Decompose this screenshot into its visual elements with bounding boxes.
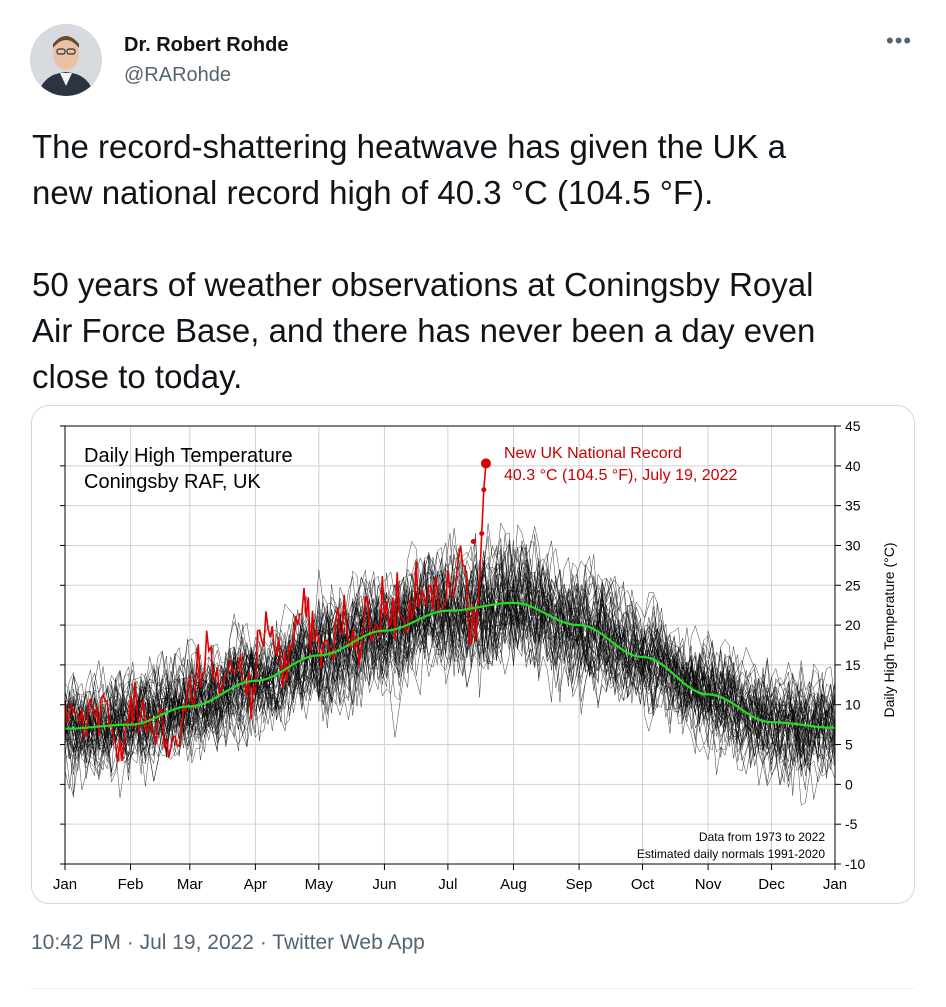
history-year-line — [64, 559, 836, 782]
y-tick-label: 35 — [845, 498, 861, 514]
divider — [31, 988, 915, 989]
history-year-line — [64, 533, 836, 795]
x-tick-label: Jul — [438, 876, 457, 893]
record-point — [480, 458, 491, 469]
history-year-line — [64, 539, 836, 773]
y-tick-label: 25 — [845, 577, 861, 593]
history-year-line — [64, 550, 836, 787]
normals-note: Estimated daily normals 1991-2020 — [637, 847, 825, 861]
author-name[interactable]: Dr. Robert Rohde — [124, 34, 289, 56]
history-year-line — [64, 536, 836, 796]
history-year-line — [64, 527, 836, 769]
history-year-line — [64, 526, 836, 771]
x-tick-label: Jan — [823, 876, 847, 893]
meta-separator: · — [254, 931, 273, 954]
history-year-line — [64, 544, 836, 765]
y-tick-label: 30 — [845, 537, 861, 553]
tweet-source[interactable]: Twitter Web App — [272, 931, 425, 954]
x-tick-label: Feb — [118, 876, 144, 893]
y-tick-label: -5 — [845, 816, 858, 832]
profile-photo — [30, 24, 102, 96]
chart-labels: Daily High Temperature (°C) Daily High Te… — [84, 445, 897, 861]
chart-subtitle: Coningsby RAF, UK — [84, 471, 261, 493]
avatar[interactable] — [30, 24, 102, 96]
tweet-time[interactable]: 10:42 PM — [31, 931, 121, 954]
x-tick-label: Aug — [500, 876, 527, 893]
x-tick-label: Oct — [631, 876, 655, 893]
normal-line — [65, 601, 835, 730]
y-tick-label: 40 — [845, 458, 861, 474]
tweet-image[interactable]: 45 40 35 30 25 20 15 10 5 0 -5 -10 Jan Feb Mar Apr May Ju… — [31, 405, 915, 904]
normal-series — [65, 601, 835, 730]
history-year-line — [64, 551, 836, 765]
x-tick-label: Nov — [695, 876, 722, 893]
tweet-date[interactable]: Jul 19, 2022 — [139, 931, 254, 954]
author-handle[interactable]: @RARohde — [124, 64, 232, 86]
data-range-note: Data from 1973 to 2022 — [699, 830, 825, 844]
x-tick-label: Mar — [177, 876, 203, 893]
meta-separator: · — [120, 931, 140, 954]
y-axis-label: Daily High Temperature (°C) — [881, 543, 897, 718]
current-year-series — [64, 463, 487, 763]
y-tick-label: 15 — [845, 657, 861, 673]
record-value-label: 40.3 °C (104.5 °F), July 19, 2022 — [504, 467, 737, 484]
temperature-chart: 45 40 35 30 25 20 15 10 5 0 -5 -10 Jan Feb Mar Apr May Ju… — [53, 418, 897, 893]
history-year-line — [64, 523, 836, 767]
x-tick-label: Dec — [758, 876, 785, 893]
y-tick-label: 5 — [845, 737, 853, 753]
more-options-icon[interactable]: ••• — [886, 28, 913, 53]
y-tick-label: 20 — [845, 617, 861, 633]
x-tick-label: Jun — [372, 876, 396, 893]
y-tick-label: -10 — [845, 856, 865, 872]
chart-title: Daily High Temperature — [84, 445, 293, 467]
tweet-meta: 10:42 PM · Jul 19, 2022 · Twitter Web Ap… — [31, 931, 425, 955]
x-tick-label: Jan — [53, 876, 77, 893]
current-year-line — [64, 458, 491, 763]
tweet-text: The record-shattering heatwave has given… — [32, 128, 816, 395]
x-tick-label: May — [305, 876, 334, 893]
plot-frame — [64, 425, 836, 865]
y-tick-label: 45 — [845, 418, 861, 434]
current-year-point — [479, 531, 485, 537]
current-year-point — [481, 487, 487, 493]
x-tick-label: Sep — [566, 876, 593, 893]
chart-axes: 45 40 35 30 25 20 15 10 5 0 -5 -10 Jan Feb Mar Apr May Ju… — [53, 418, 866, 893]
y-tick-label: 0 — [845, 776, 853, 792]
y-tick-label: 10 — [845, 697, 861, 713]
current-year-point — [470, 538, 476, 544]
history-year-line — [64, 522, 836, 782]
history-year-line — [64, 560, 836, 782]
record-label: New UK National Record — [504, 445, 682, 462]
x-tick-label: Apr — [244, 876, 267, 893]
